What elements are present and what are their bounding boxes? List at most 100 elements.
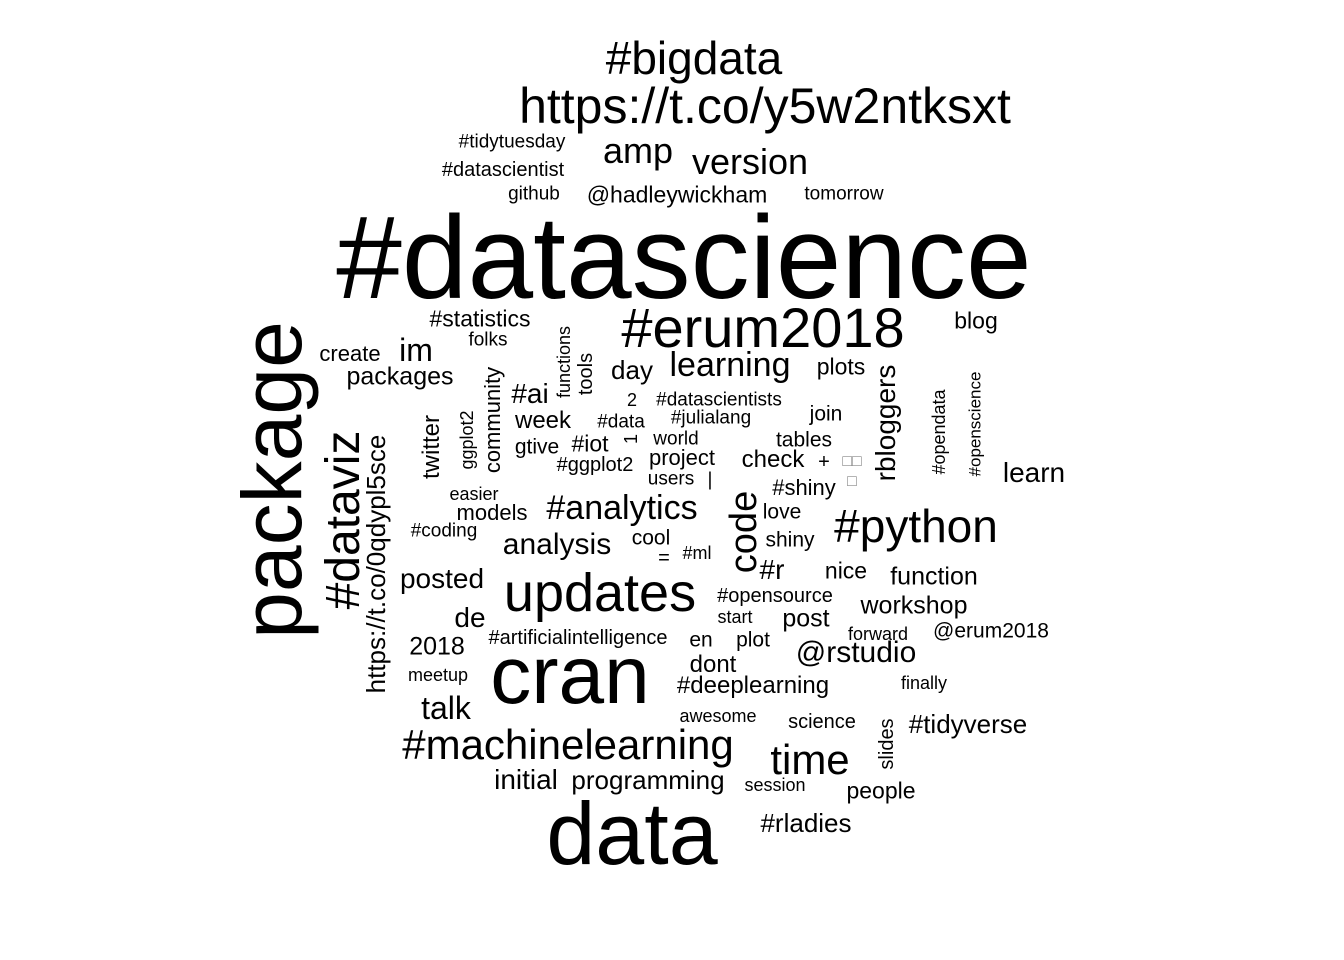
word: tomorrow: [804, 183, 884, 205]
word: @erum2018: [933, 619, 1049, 643]
word: users: [647, 468, 695, 490]
word: data: [546, 784, 718, 883]
word: #ggplot2: [556, 454, 634, 476]
word: gtive: [514, 435, 560, 459]
word: #analytics: [546, 489, 698, 527]
word: 1: [621, 433, 641, 445]
word: rbloggers: [870, 364, 901, 482]
word: talk: [421, 690, 471, 726]
word: #artificialintelligence: [488, 627, 668, 649]
word: easier: [449, 484, 499, 504]
word: blog: [954, 307, 998, 334]
word: awesome: [679, 706, 757, 726]
word: #statistics: [429, 305, 531, 332]
word: post: [782, 604, 830, 633]
word: amp: [602, 130, 674, 171]
word: #ml: [682, 543, 712, 563]
word: slides: [876, 718, 898, 770]
word: +: [818, 451, 830, 473]
word: plot: [736, 628, 770, 652]
word: 2: [626, 390, 638, 410]
word: function: [890, 562, 978, 591]
word: #machinelearning: [402, 721, 734, 768]
word: twitter: [418, 414, 445, 480]
word: #rladies: [760, 808, 852, 838]
word: @rstudio: [795, 636, 917, 669]
word: shiny: [765, 528, 815, 552]
word: initial: [494, 764, 558, 795]
word: https://t.co/y5w2ntksxt: [519, 78, 1011, 134]
word: https://t.co/0qdypl5sce: [361, 434, 391, 694]
word: nice: [824, 557, 868, 584]
word: #data: [597, 411, 645, 433]
word: #python: [834, 500, 998, 552]
word: #bigdata: [605, 32, 783, 84]
word: =: [658, 547, 670, 569]
word: cool: [631, 526, 671, 550]
word: forward: [847, 624, 909, 644]
word: #erum2018: [621, 296, 905, 359]
word: week: [514, 407, 572, 434]
word: im: [399, 332, 433, 368]
word: plots: [816, 353, 866, 380]
word: package: [225, 321, 319, 639]
word: #datascientist: [441, 159, 565, 181]
word: create: [319, 341, 381, 366]
word: @hadleywickham: [586, 181, 768, 208]
word: posted: [399, 563, 485, 594]
word: folks: [468, 329, 508, 351]
word: #opendata: [929, 389, 949, 475]
word: en: [689, 628, 713, 652]
word: version: [691, 141, 809, 182]
word: models: [456, 500, 528, 525]
word: finally: [900, 673, 948, 693]
word: #opensource: [717, 585, 833, 607]
word: people: [846, 777, 916, 804]
word: updates: [503, 563, 697, 623]
word: #tidytuesday: [458, 131, 566, 153]
word: tools: [575, 352, 597, 396]
word: □: [847, 473, 857, 490]
word: session: [744, 775, 806, 795]
word: #shiny: [772, 475, 836, 500]
word: packages: [346, 362, 454, 391]
word: join: [809, 402, 843, 426]
word: functions: [554, 325, 574, 399]
word: #deeplearning: [676, 672, 830, 699]
word: □□: [842, 453, 862, 470]
word: learning: [669, 346, 791, 384]
word: #openscience: [965, 371, 985, 477]
word: community: [480, 366, 505, 474]
word: #datascience: [336, 192, 1032, 324]
word: time: [770, 736, 850, 783]
word: dont: [689, 651, 737, 678]
word: day: [611, 355, 653, 385]
word: 2018: [409, 632, 465, 661]
word: #tidyverse: [908, 709, 1028, 739]
word: cran: [490, 630, 650, 721]
word: #r: [759, 554, 785, 585]
word: project: [648, 445, 716, 470]
word: de: [454, 602, 486, 633]
word: |: [707, 469, 713, 491]
word: world: [653, 428, 699, 450]
word: #datascientists: [656, 389, 782, 411]
word: ggplot2: [457, 410, 477, 470]
word: code: [723, 490, 765, 574]
word: #ai: [511, 378, 549, 409]
word: check: [741, 446, 805, 473]
word: workshop: [860, 591, 968, 620]
word: github: [508, 183, 560, 205]
word: #iot: [571, 430, 609, 457]
word: meetup: [407, 665, 469, 685]
word: start: [717, 607, 753, 627]
word: #julialang: [670, 407, 752, 429]
word: science: [788, 711, 856, 733]
word: learn: [1002, 457, 1066, 488]
word: love: [762, 500, 802, 524]
word: programming: [571, 765, 725, 795]
word: analysis: [502, 528, 612, 561]
word: #coding: [410, 520, 478, 542]
word: tables: [775, 428, 833, 452]
